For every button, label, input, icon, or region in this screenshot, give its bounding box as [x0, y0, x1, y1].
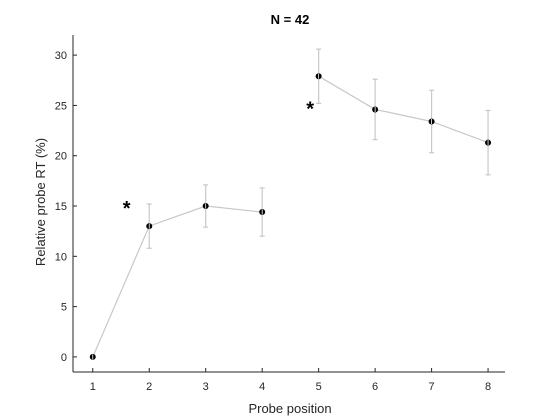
significance-marker: * — [306, 98, 314, 120]
series-line-1 — [92, 205, 263, 358]
x-tick-label: 6 — [372, 381, 378, 393]
significance-marker: * — [123, 198, 131, 220]
y-axis-label: Relative probe RT (%) — [33, 138, 48, 266]
plot-area — [89, 48, 492, 360]
x-tick-label: 3 — [203, 381, 209, 393]
x-axis-label: Probe position — [248, 401, 331, 416]
x-tick-label: 7 — [429, 381, 435, 393]
x-tick-label: 8 — [485, 381, 491, 393]
chart-title: N = 42 — [271, 12, 310, 27]
x-tick-label: 5 — [316, 381, 322, 393]
y-tick-label: 15 — [55, 201, 67, 213]
x-tick-label: 2 — [146, 381, 152, 393]
y-tick-label: 25 — [55, 100, 67, 112]
y-tick-label: 5 — [61, 302, 67, 314]
series-line-2 — [318, 75, 489, 144]
y-tick-label: 30 — [55, 50, 67, 62]
x-axis: 1 2 3 4 5 6 7 8 — [73, 368, 505, 393]
y-tick-label: 0 — [61, 352, 67, 364]
annotations: ** — [123, 98, 315, 220]
y-axis: 0 5 10 15 20 25 30 — [55, 35, 77, 372]
y-tick-label: 10 — [55, 251, 67, 263]
x-tick-label: 4 — [259, 381, 265, 393]
x-tick-label: 1 — [90, 381, 96, 393]
y-tick-label: 20 — [55, 151, 67, 163]
